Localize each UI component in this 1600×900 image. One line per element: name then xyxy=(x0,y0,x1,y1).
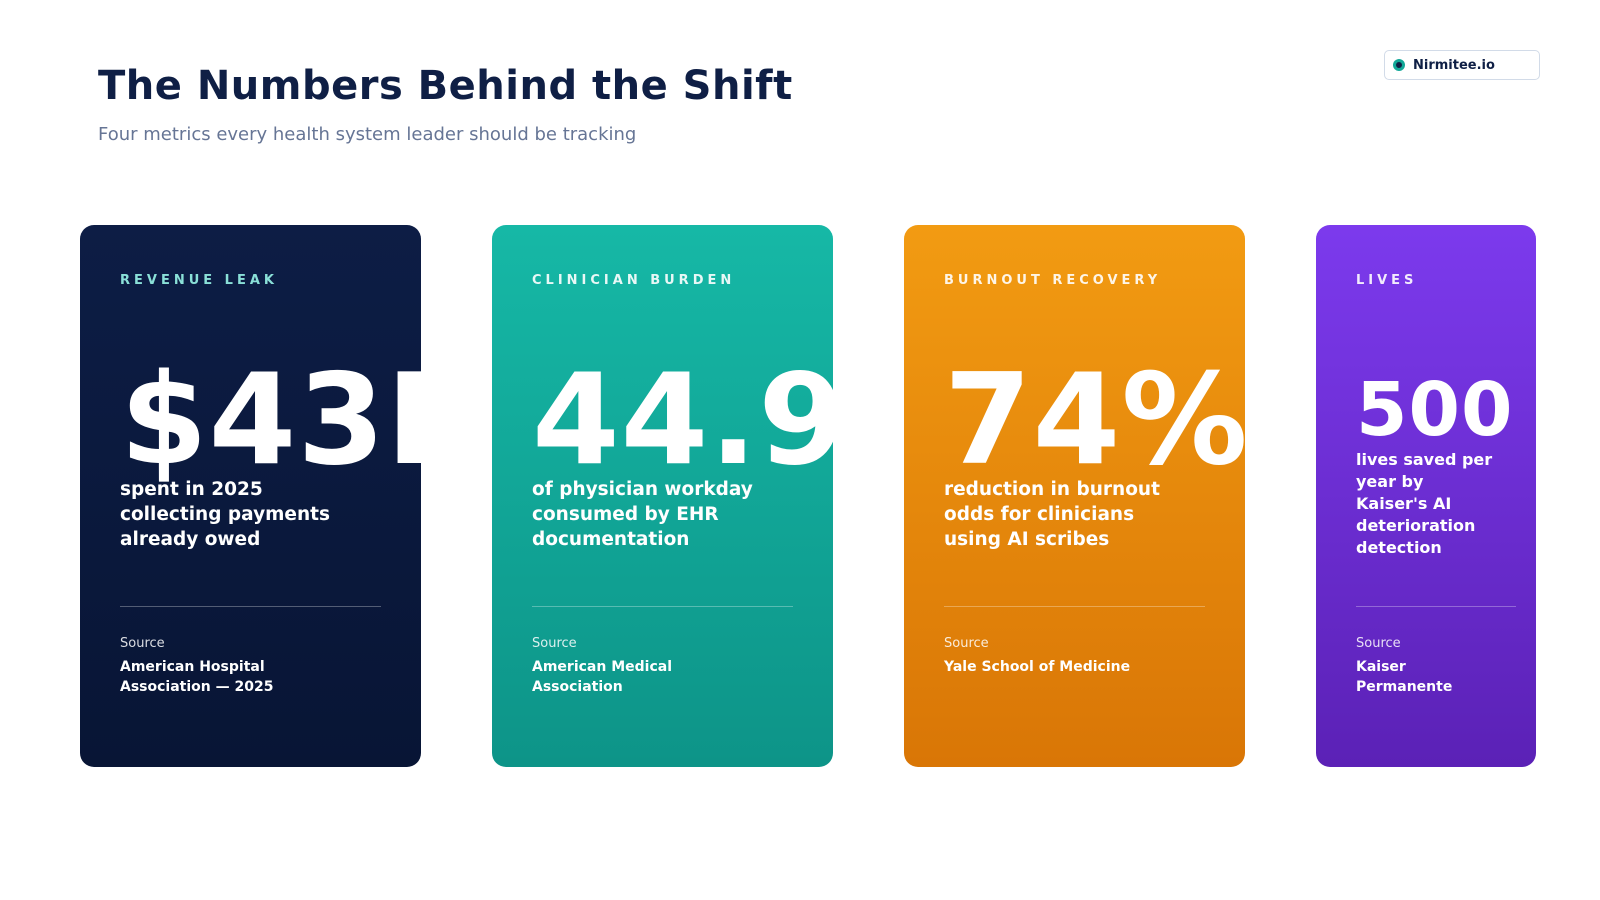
metric-card-clinician-burden: CLINICIAN BURDEN 44.9 of physician workd… xyxy=(492,225,833,767)
source-name: American Medical Association xyxy=(532,659,672,695)
metric-label: LIVES xyxy=(1356,273,1418,288)
source-label: Source xyxy=(532,636,577,651)
page-subtitle: Four metrics every health system leader … xyxy=(98,124,637,145)
metric-value: $43B xyxy=(120,346,421,493)
metric-value: 74% xyxy=(944,346,1245,493)
source-label: Source xyxy=(120,636,165,651)
metric-divider xyxy=(944,606,1205,607)
brand-badge: Nirmitee.io xyxy=(1384,50,1540,80)
metric-value: 500 xyxy=(1356,367,1514,453)
metric-divider xyxy=(120,606,381,607)
metric-label: BURNOUT RECOVERY xyxy=(944,273,1162,288)
source-label: Source xyxy=(1356,636,1401,651)
source-name: American Hospital Association — 2025 xyxy=(120,659,274,695)
page-header: The Numbers Behind the Shift Four metric… xyxy=(98,62,793,145)
source-label: Source xyxy=(944,636,989,651)
metric-card-lives: LIVES 500 lives saved per year by Kaiser… xyxy=(1316,225,1536,767)
metric-divider xyxy=(1356,606,1516,607)
metric-label: REVENUE LEAK xyxy=(120,273,278,288)
brand-dot-icon xyxy=(1393,59,1405,71)
source-name: Kaiser Permanente xyxy=(1356,659,1453,695)
source-name: Yale School of Medicine xyxy=(944,659,1131,675)
brand-name: Nirmitee.io xyxy=(1413,57,1495,73)
metric-description: reduction in burnout odds for clinicians… xyxy=(944,479,1160,550)
page-title: The Numbers Behind the Shift xyxy=(98,63,793,109)
metric-card-revenue-leak: REVENUE LEAK $43B spent in 2025 collecti… xyxy=(80,225,421,767)
metric-card-burnout-recovery: BURNOUT RECOVERY 74% reduction in burnou… xyxy=(904,225,1245,767)
metric-divider xyxy=(532,606,793,607)
metric-description: lives saved per year by Kaiser's AI dete… xyxy=(1356,450,1493,557)
metric-description: of physician workday consumed by EHR doc… xyxy=(532,479,753,550)
metric-value: 44.9 xyxy=(532,346,833,493)
metric-label: CLINICIAN BURDEN xyxy=(532,273,736,288)
metric-description: spent in 2025 collecting payments alread… xyxy=(120,479,330,550)
